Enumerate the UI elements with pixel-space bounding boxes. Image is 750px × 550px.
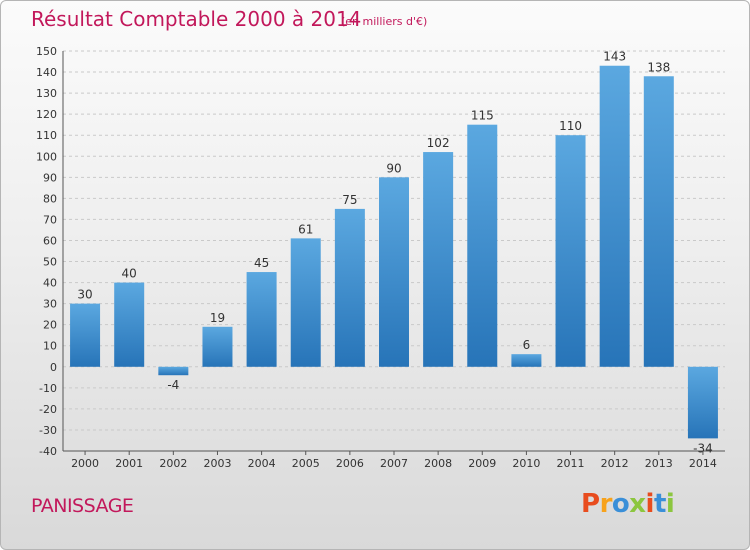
data-label: 75	[342, 193, 357, 207]
x-tick-label: 2000	[71, 457, 99, 470]
bar	[467, 124, 498, 367]
bar	[158, 366, 189, 376]
bar	[202, 326, 233, 367]
y-tick-label: -30	[39, 424, 57, 437]
bar	[643, 76, 674, 367]
bar	[334, 208, 365, 367]
y-tick-label: 140	[36, 66, 57, 79]
data-label: 61	[298, 222, 313, 236]
y-tick-label: 40	[43, 277, 57, 290]
y-tick-label: 10	[43, 340, 57, 353]
y-tick-label: -40	[39, 445, 57, 458]
logo-letter: i	[645, 489, 655, 519]
x-tick-label: 2009	[468, 457, 496, 470]
y-tick-label: 30	[43, 298, 57, 311]
y-tick-label: 70	[43, 213, 57, 226]
data-label: 110	[559, 119, 582, 133]
logo-letter: P	[581, 489, 600, 519]
y-tick-label: 50	[43, 256, 57, 269]
data-label: 115	[471, 109, 494, 123]
data-label: 19	[210, 311, 225, 325]
logo-letter: t	[653, 489, 666, 519]
data-label: -34	[693, 441, 713, 455]
bar	[70, 303, 101, 367]
data-label: 143	[603, 50, 626, 64]
bar	[290, 238, 321, 367]
bar	[555, 135, 586, 367]
y-tick-label: 100	[36, 150, 57, 163]
x-tick-label: 2011	[557, 457, 585, 470]
logo-letter: x	[629, 489, 646, 519]
x-tick-label: 2012	[601, 457, 629, 470]
data-label: 30	[77, 288, 92, 302]
y-tick-label: 60	[43, 234, 57, 247]
x-tick-label: 2003	[203, 457, 231, 470]
chart-title: Résultat Comptable 2000 à 2014	[31, 7, 362, 31]
bar	[114, 282, 145, 367]
chart-subtitle: (en milliers d'€)	[341, 15, 428, 28]
x-tick-label: 2004	[248, 457, 276, 470]
y-tick-label: -10	[39, 382, 57, 395]
y-tick-label: 0	[50, 361, 57, 374]
y-tick-label: 80	[43, 192, 57, 205]
x-tick-label: 2005	[292, 457, 320, 470]
data-label: 90	[386, 161, 401, 175]
logo-letter: i	[665, 489, 675, 519]
bar	[246, 272, 277, 367]
x-tick-label: 2001	[115, 457, 143, 470]
data-label: 6	[523, 338, 531, 352]
x-tick-label: 2002	[159, 457, 187, 470]
y-tick-label: 90	[43, 171, 57, 184]
bar	[423, 152, 454, 367]
y-tick-label: 120	[36, 108, 57, 121]
data-label: 102	[427, 136, 450, 150]
data-label: 138	[647, 60, 670, 74]
data-label: 45	[254, 256, 269, 270]
bar	[379, 177, 409, 367]
data-label: -4	[167, 378, 179, 392]
y-tick-label: 130	[36, 87, 57, 100]
y-tick-label: 20	[43, 319, 57, 332]
x-tick-label: 2014	[689, 457, 717, 470]
x-tick-label: 2010	[512, 457, 540, 470]
data-label: 40	[122, 267, 137, 281]
logo-letter: o	[611, 489, 630, 519]
y-tick-label: -20	[39, 403, 57, 416]
x-tick-label: 2013	[645, 457, 673, 470]
y-tick-label: 150	[36, 45, 57, 58]
x-tick-label: 2007	[380, 457, 408, 470]
proxiti-logo: Proxiti	[581, 489, 675, 519]
y-tick-label: 110	[36, 129, 57, 142]
bar	[687, 366, 718, 439]
logo-letter: r	[599, 489, 613, 519]
bar	[599, 65, 630, 367]
x-tick-label: 2006	[336, 457, 364, 470]
x-tick-label: 2008	[424, 457, 452, 470]
bar	[511, 354, 542, 367]
town-name: PANISSAGE	[31, 495, 134, 517]
